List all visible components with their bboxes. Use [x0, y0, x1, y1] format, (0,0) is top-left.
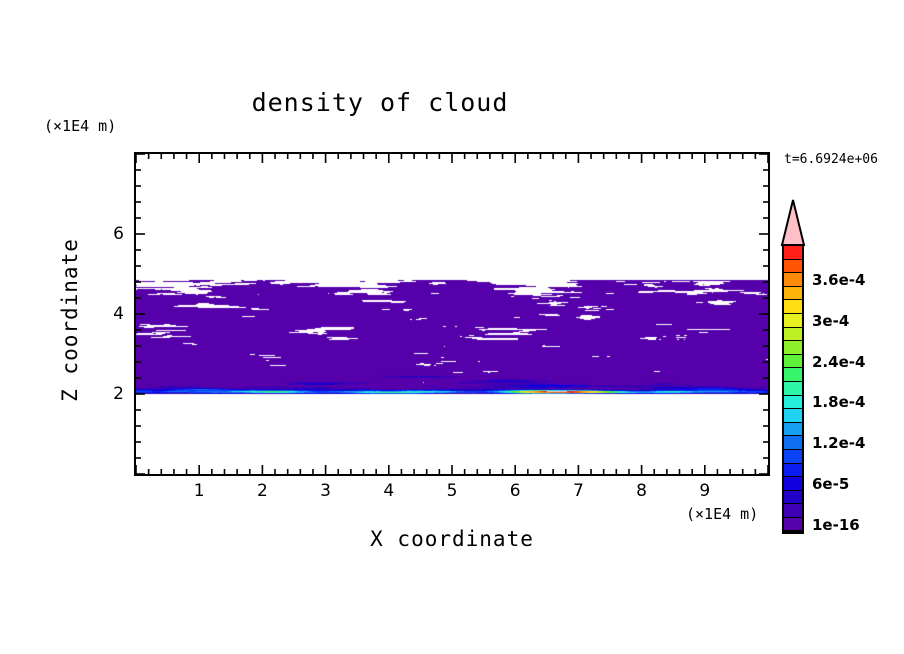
colorbar-band [784, 327, 802, 342]
y-tick-label: 6 [113, 224, 124, 244]
colorbar-band [784, 449, 802, 464]
colorbar-band [784, 490, 802, 505]
x-tick-label: 9 [699, 481, 711, 501]
colorbar-band [784, 395, 802, 410]
x-axis-unit-label: (×1E4 m) [686, 505, 759, 523]
colorbar-band [784, 313, 802, 328]
colorbar-band [784, 422, 802, 437]
colorbar-band [784, 286, 802, 301]
y-axis-unit-label: (×1E4 m) [44, 117, 117, 135]
colorbar-tick-label: 1.8e-4 [812, 393, 866, 412]
colorbar-band [784, 381, 802, 396]
density-field-contour [136, 154, 768, 474]
x-axis-title: X coordinate [370, 527, 534, 551]
x-tick-label: 4 [383, 481, 395, 501]
colorbar-band [784, 436, 802, 450]
colorbar-band [784, 504, 802, 518]
colorbar-band [784, 463, 802, 478]
colorbar-band-strip [782, 244, 804, 534]
colorbar-band [784, 341, 802, 355]
colorbar-tick-label: 6e-5 [812, 475, 850, 493]
colorbar-band [784, 409, 802, 423]
y-tick-label: 4 [113, 304, 124, 324]
colorbar-band [784, 517, 802, 532]
x-tick-label: 8 [636, 481, 648, 501]
colorbar-band [784, 246, 802, 260]
colorbar-tick-label: 2.4e-4 [812, 352, 866, 371]
colorbar-band [784, 477, 802, 491]
x-tick-label: 3 [320, 481, 332, 501]
y-tick-label: 2 [113, 384, 124, 404]
chart-title: density of cloud [251, 88, 509, 117]
plot-area [134, 152, 770, 476]
x-tick-label: 6 [509, 481, 521, 501]
x-tick-label: 5 [446, 481, 458, 501]
time-annotation: t=6.6924e+06 [784, 152, 878, 167]
y-axis-title: Z coordinate [58, 238, 82, 402]
colorbar-band [784, 354, 802, 369]
x-tick-label: 1 [193, 481, 205, 501]
colorbar-band [784, 259, 802, 274]
x-tick-label: 2 [256, 481, 268, 501]
colorbar-band [784, 300, 802, 314]
colorbar-tick-label: 3.6e-4 [812, 271, 866, 289]
colorbar-tick-label: 1e-16 [812, 515, 860, 534]
x-tick-label: 7 [572, 481, 584, 501]
colorbar-band [784, 273, 802, 287]
colorbar-tick-label: 3e-4 [812, 311, 850, 330]
colorbar-tick-label: 1.2e-4 [812, 434, 866, 453]
colorbar-over-arrow-icon [780, 199, 806, 246]
colorbar-band [784, 368, 802, 382]
